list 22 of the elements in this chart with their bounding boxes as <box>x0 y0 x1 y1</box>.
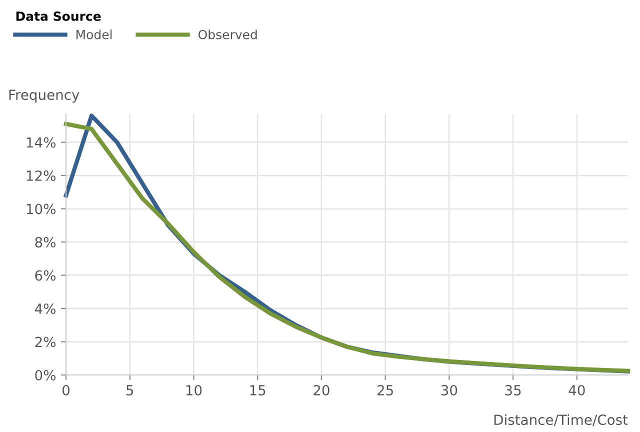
x-tick-label: 0 <box>62 384 70 396</box>
x-tick-label: 15 <box>250 385 266 396</box>
y-tick-label: 14% <box>26 137 56 148</box>
x-axis-title: Distance/Time/Cost <box>494 414 628 426</box>
y-tick-label: 4% <box>34 303 56 314</box>
x-tick-label: 35 <box>505 384 521 396</box>
legend-label: Observed <box>198 30 257 40</box>
legend-label: Model <box>76 30 112 40</box>
y-axis-title: Frequency <box>9 90 80 103</box>
x-tick-label: 25 <box>378 384 393 396</box>
x-tick-label: 20 <box>314 384 330 396</box>
x-tick-label: 30 <box>441 384 458 396</box>
y-tick-label: 2% <box>35 336 56 348</box>
y-tick-label: 8% <box>35 236 56 248</box>
y-tick-label: 12% <box>26 170 56 181</box>
legend-title: Data Source <box>16 11 101 21</box>
x-tick-label: 10 <box>186 384 202 396</box>
y-tick-label: 0% <box>35 370 56 380</box>
y-tick-label: 6% <box>35 270 56 281</box>
x-tick-label: 5 <box>126 385 134 396</box>
y-tick-label: 10% <box>26 204 56 214</box>
x-tick-label: 40 <box>568 384 585 396</box>
